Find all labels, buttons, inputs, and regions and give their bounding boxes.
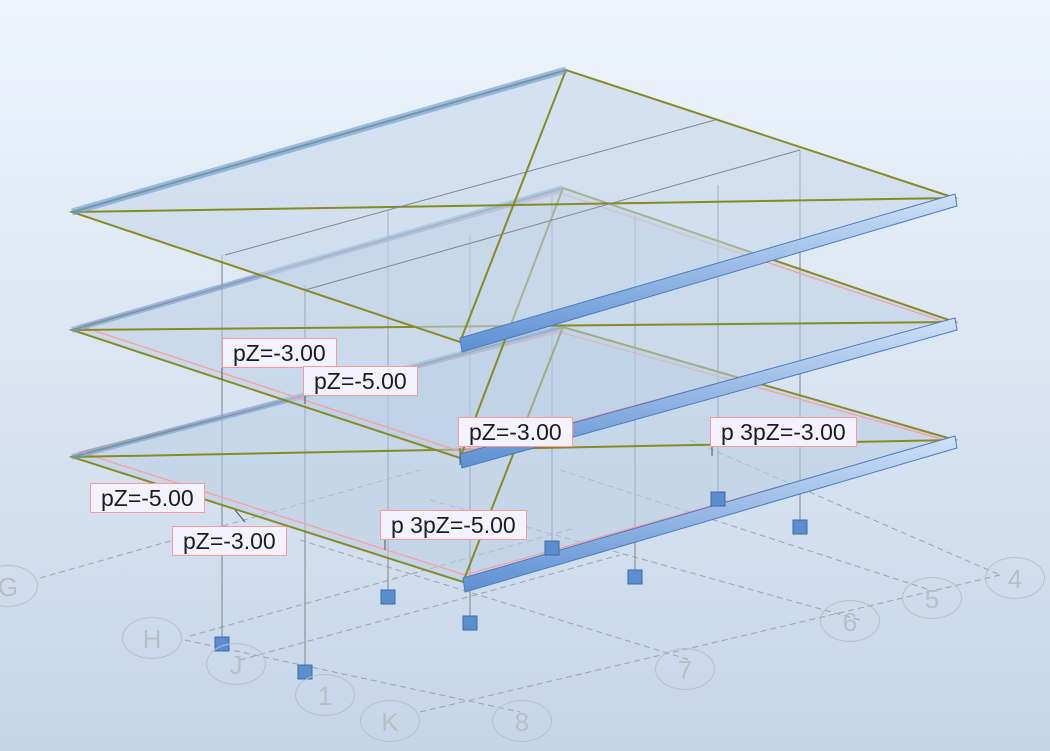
grid-bubble-7[interactable]: 7 — [655, 648, 715, 690]
load-label[interactable]: pZ=-3.00 — [458, 417, 573, 447]
grid-bubble-4[interactable]: 4 — [985, 557, 1045, 599]
grid-bubble-5[interactable]: 5 — [902, 577, 962, 619]
grid-bubble-j[interactable]: J — [206, 643, 266, 685]
load-label[interactable]: pZ=-5.00 — [90, 483, 205, 513]
grid-bubble-k[interactable]: K — [360, 700, 420, 742]
load-label[interactable]: pZ=-3.00 — [222, 338, 337, 368]
slab-level-3[interactable] — [68, 66, 959, 353]
label-leaders — [221, 368, 713, 550]
supports — [214, 491, 808, 680]
grid-bubble-8[interactable]: 8 — [492, 700, 552, 742]
load-label[interactable]: p 3pZ=-3.00 — [710, 417, 857, 447]
grid-bubble-1[interactable]: 1 — [295, 674, 355, 716]
load-label[interactable]: pZ=-5.00 — [303, 366, 418, 396]
load-label[interactable]: pZ=-3.00 — [172, 526, 287, 556]
load-label[interactable]: p 3pZ=-5.00 — [380, 510, 527, 540]
grid-bubble-h[interactable]: H — [122, 617, 182, 659]
grid-bubble-6[interactable]: 6 — [820, 600, 880, 642]
